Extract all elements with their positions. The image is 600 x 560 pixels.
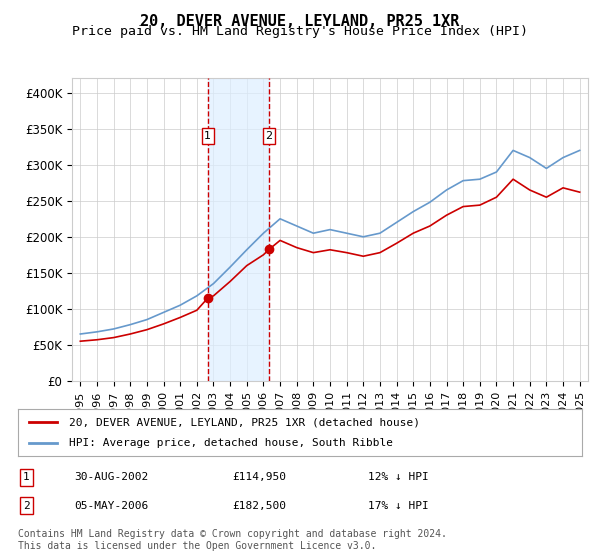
Text: 30-AUG-2002: 30-AUG-2002 <box>74 472 149 482</box>
Text: Price paid vs. HM Land Registry's House Price Index (HPI): Price paid vs. HM Land Registry's House … <box>72 25 528 38</box>
Text: Contains HM Land Registry data © Crown copyright and database right 2024.
This d: Contains HM Land Registry data © Crown c… <box>18 529 447 551</box>
Text: 12% ↓ HPI: 12% ↓ HPI <box>368 472 428 482</box>
Bar <box>208 78 269 381</box>
Text: HPI: Average price, detached house, South Ribble: HPI: Average price, detached house, Sout… <box>69 438 393 448</box>
Text: 2: 2 <box>23 501 30 511</box>
Text: 20, DEVER AVENUE, LEYLAND, PR25 1XR (detached house): 20, DEVER AVENUE, LEYLAND, PR25 1XR (det… <box>69 417 420 427</box>
Text: 17% ↓ HPI: 17% ↓ HPI <box>368 501 428 511</box>
Text: 20, DEVER AVENUE, LEYLAND, PR25 1XR: 20, DEVER AVENUE, LEYLAND, PR25 1XR <box>140 14 460 29</box>
Text: 2: 2 <box>266 131 272 141</box>
Text: £114,950: £114,950 <box>232 472 286 482</box>
Text: 1: 1 <box>23 472 30 482</box>
Text: 1: 1 <box>205 131 211 141</box>
Text: £182,500: £182,500 <box>232 501 286 511</box>
Text: 05-MAY-2006: 05-MAY-2006 <box>74 501 149 511</box>
